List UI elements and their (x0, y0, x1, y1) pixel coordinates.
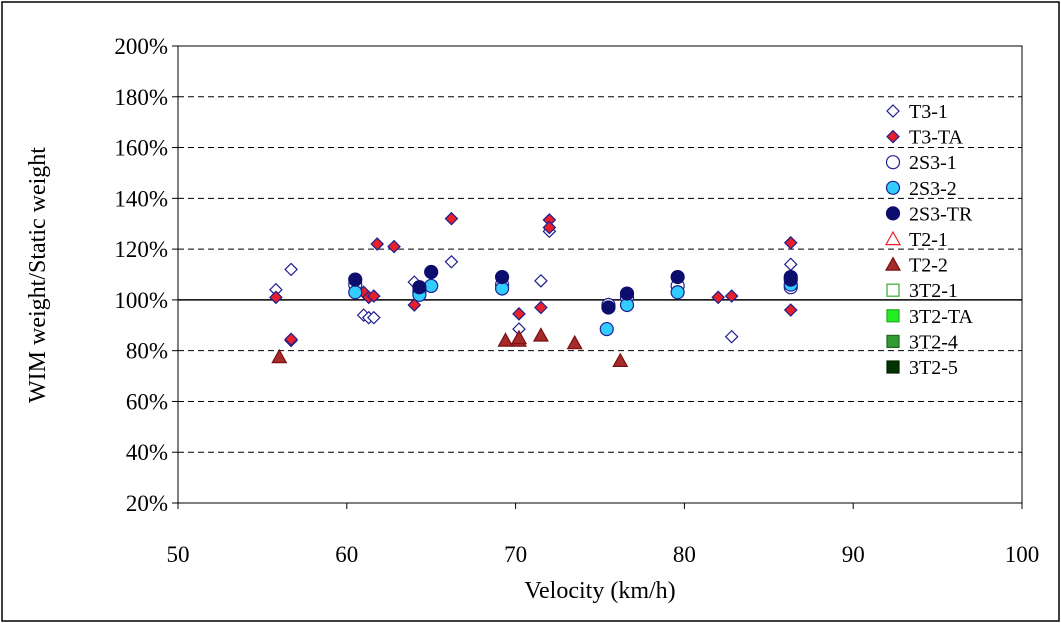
x-tick-label: 100 (1005, 542, 1040, 567)
point-t3-ta (370, 237, 385, 251)
point-t3-ta (407, 298, 422, 312)
legend-item-2s3-tr: 2S3-TR (885, 203, 973, 225)
legend-item-2s3-1: 2S3-1 (885, 152, 957, 174)
point-t3-ta (783, 235, 798, 250)
point-t2-2 (612, 352, 629, 368)
grid-lines (178, 96, 1022, 453)
legend-item-t3-1: T3-1 (886, 101, 948, 123)
legend-marker-3t2-ta (886, 309, 900, 323)
point-2s3-2 (424, 278, 439, 294)
point-2s3-2 (599, 321, 614, 337)
legend-marker-3t2-1 (886, 283, 900, 297)
point-2s3-tr (494, 269, 510, 285)
legend-label: 2S3-TR (909, 203, 973, 225)
legend-label: T3-TA (909, 127, 963, 149)
y-tick-label: 120% (114, 237, 168, 262)
legend-label: T3-1 (909, 101, 948, 123)
legend-item-3t2-5: 3T2-5 (886, 357, 958, 379)
point-2s3-tr (424, 264, 439, 280)
point-t2-2 (271, 348, 288, 364)
point-t2-2 (532, 327, 549, 342)
y-tick-label: 200% (114, 34, 168, 59)
point-t3-ta (387, 239, 401, 254)
legend-marker-t2-2 (884, 256, 902, 271)
x-axis-ticks: 50 60 70 80 90 100 (167, 503, 1040, 567)
x-tick-label: 50 (167, 542, 190, 567)
y-tick-label: 180% (114, 85, 168, 110)
point-t3-1 (724, 329, 739, 344)
y-tick-label: 40% (126, 440, 168, 465)
legend-marker-3t2-4 (886, 334, 900, 348)
legend-marker-2s3-2 (885, 180, 901, 195)
x-tick-label: 70 (504, 542, 527, 567)
point-t3-ta (534, 300, 548, 315)
point-t3-ta (711, 290, 726, 305)
point-t3-1 (534, 273, 548, 288)
point-t3-1 (366, 310, 381, 325)
y-tick-label: 160% (114, 136, 168, 161)
legend-item-2s3-2: 2S3-2 (885, 178, 957, 200)
point-t3-ta (783, 303, 798, 317)
point-t2-2 (497, 332, 514, 347)
legend-marker-t3-1 (886, 104, 900, 118)
y-tick-label: 140% (114, 186, 168, 211)
legend-marker-3t2-5 (886, 360, 900, 374)
x-tick-label: 60 (335, 542, 358, 567)
legend-label: 3T2-1 (909, 280, 958, 302)
point-t3-ta (724, 289, 739, 303)
legend-item-3t2-ta: 3T2-TA (886, 306, 973, 328)
legend-label: T2-1 (909, 229, 948, 251)
legend-item-3t2-1: 3T2-1 (886, 280, 958, 302)
legend-marker-2s3-1 (885, 155, 901, 170)
y-axis-title: WIM weight/Static weight (25, 147, 51, 403)
plot-area-border (177, 45, 1023, 504)
point-t3-ta (366, 289, 381, 303)
point-2s3-tr (670, 269, 685, 285)
legend-item-t2-2: T2-2 (884, 255, 948, 277)
legend-marker-t3-ta (886, 129, 900, 144)
legend-item-t2-1: T2-1 (884, 229, 948, 251)
point-2s3-tr (619, 286, 635, 301)
point-2s3-tr (348, 272, 363, 287)
legend-marker-2s3-tr (885, 206, 901, 221)
point-t3-ta (512, 307, 526, 321)
point-t3-ta (542, 220, 557, 235)
legend-label: 2S3-2 (909, 178, 957, 200)
point-2s3-tr (412, 280, 427, 295)
legend-label: 3T2-4 (909, 331, 958, 353)
point-t3-ta (284, 332, 298, 347)
point-t3-1 (444, 254, 459, 269)
x-axis-title: Velocity (km/h) (524, 578, 675, 604)
data-points (269, 211, 798, 368)
point-t3-1 (284, 262, 298, 277)
legend-item-t3-ta: T3-TA (886, 127, 963, 149)
point-2s3-tr (601, 300, 616, 315)
point-t3-ta (444, 211, 459, 226)
x-tick-label: 90 (842, 542, 865, 567)
legend-label: T2-2 (909, 255, 948, 277)
legend-item-3t2-4: 3T2-4 (886, 331, 958, 353)
legend-label: 3T2-5 (909, 357, 958, 379)
point-t2-2 (566, 334, 583, 350)
legend-label: 2S3-1 (909, 152, 957, 174)
y-axis-ticks: 20% 40% 60% 80% 100% 120% 140% 160% 180% 200% (114, 34, 178, 516)
legend: T3-1 T3-TA 2S3-1 2S3-2 2S3-TR T2-1 T2-2 3T2-1 3T… (884, 101, 973, 379)
y-tick-label: 20% (126, 491, 168, 516)
point-2s3-2 (348, 285, 363, 300)
point-2s3-2 (670, 285, 685, 300)
x-tick-label: 80 (673, 542, 696, 567)
y-tick-label: 100% (114, 288, 168, 313)
point-t3-ta (269, 290, 283, 305)
y-tick-label: 60% (126, 389, 168, 414)
legend-marker-t2-1 (884, 230, 902, 246)
point-2s3-tr (783, 272, 798, 287)
point-t2-2 (510, 329, 527, 345)
y-tick-label: 80% (126, 339, 168, 364)
legend-label: 3T2-TA (909, 306, 973, 328)
